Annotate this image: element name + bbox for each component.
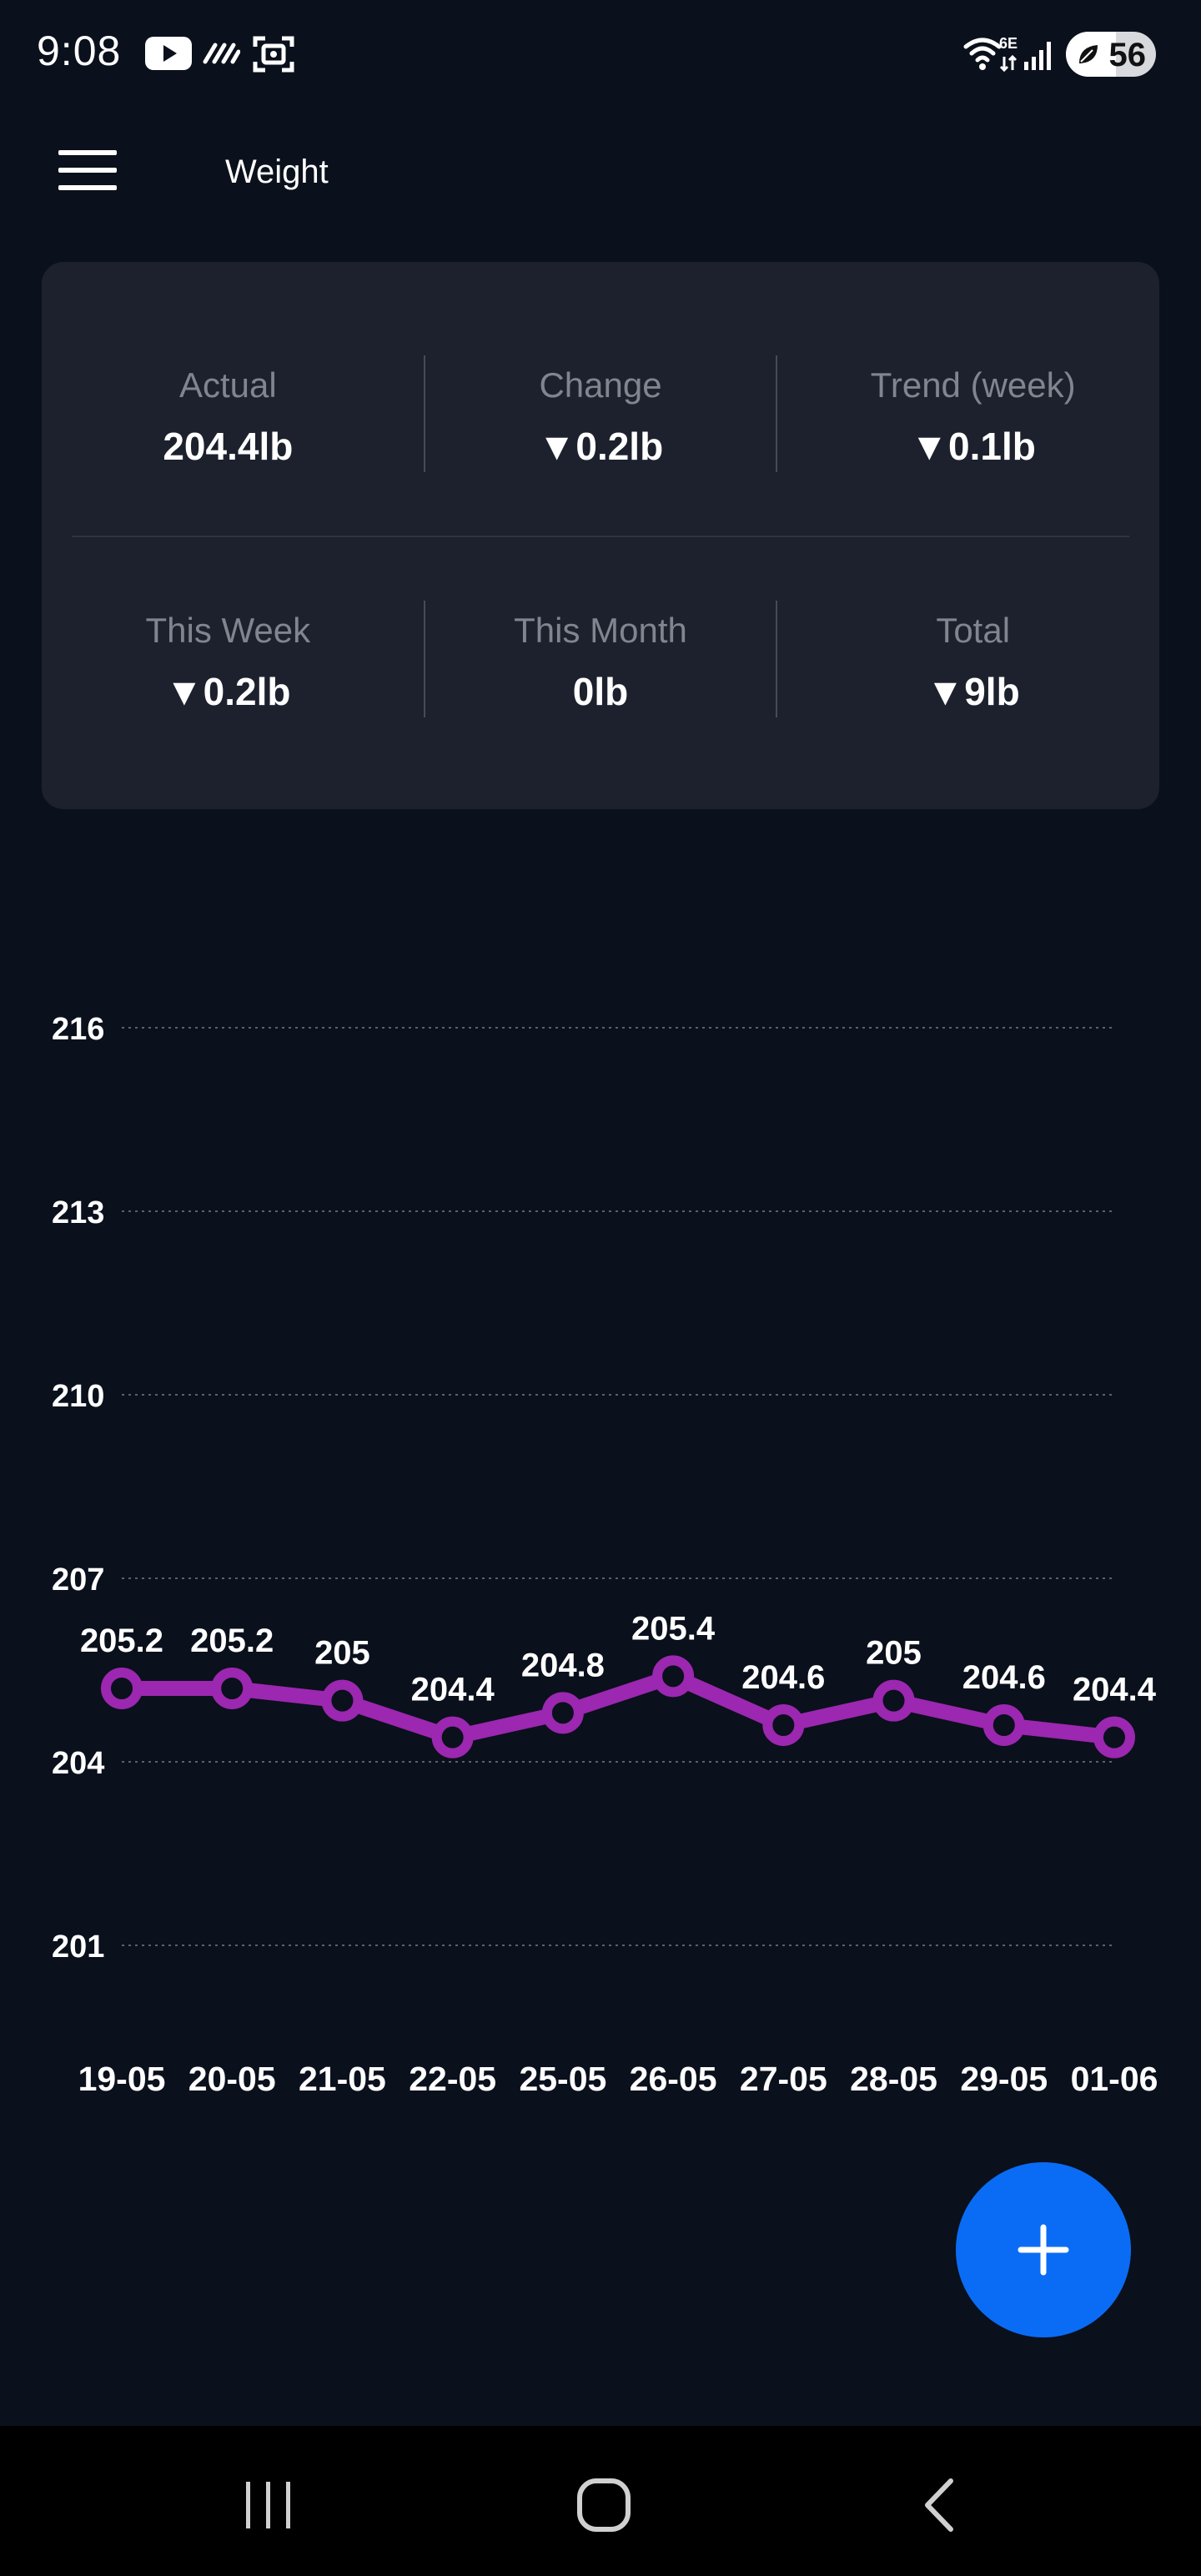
data-label: 205 — [866, 1635, 922, 1672]
stat-value: 0lb — [572, 670, 629, 713]
battery-icon: 56 — [1066, 32, 1156, 77]
stat-value: 204.4lb — [163, 425, 294, 468]
stat-value: ▼0.2lb — [165, 670, 291, 713]
stat-divider — [776, 601, 777, 717]
screenshot-icon — [253, 36, 294, 73]
data-point — [211, 1668, 254, 1709]
x-tick-label: 19-05 — [78, 2060, 166, 2098]
data-label: 204.6 — [962, 1659, 1046, 1696]
back-button[interactable] — [899, 2468, 982, 2543]
y-tick-label: 201 — [52, 1929, 104, 1965]
x-tick-label: 25-05 — [519, 2060, 606, 2098]
data-label: 204.6 — [741, 1659, 825, 1696]
y-tick-label: 210 — [52, 1379, 104, 1414]
stat-label: Trend (week) — [870, 365, 1076, 405]
home-icon — [577, 2478, 631, 2532]
stat-total: Total ▼9lb — [786, 599, 1159, 732]
battery-level: 56 — [1108, 37, 1147, 73]
data-point — [321, 1679, 364, 1722]
home-button[interactable] — [562, 2468, 646, 2543]
stat-trend-week: Trend (week) ▼0.1lb — [786, 354, 1159, 487]
stat-label: This Week — [145, 611, 311, 650]
x-tick-label: 28-05 — [850, 2060, 937, 2098]
data-point — [431, 1716, 474, 1758]
stat-actual: Actual 204.4lb — [42, 354, 415, 487]
stat-label: Total — [936, 611, 1011, 650]
y-tick-label: 207 — [52, 1562, 104, 1597]
x-tick-label: 22-05 — [409, 2060, 496, 2098]
data-point — [652, 1655, 695, 1698]
data-label: 204.4 — [1073, 1672, 1157, 1708]
plus-icon — [1018, 2224, 1069, 2276]
y-tick-label: 213 — [52, 1195, 104, 1230]
page-title: Weight — [225, 153, 329, 190]
status-time: 9:08 — [37, 28, 122, 74]
data-label: 205.2 — [190, 1623, 274, 1659]
y-tick-label: 216 — [52, 1012, 104, 1047]
x-tick-label: 26-05 — [630, 2060, 717, 2098]
stat-divider — [776, 355, 777, 472]
back-icon — [925, 2478, 953, 2532]
stat-value: ▼0.1lb — [910, 425, 1036, 468]
chart-points — [101, 1655, 1135, 1758]
data-label: 204.4 — [411, 1672, 495, 1708]
weight-chart: 216 213 210 207 204 201 205.2 205.2 205 204.4 204… — [52, 1012, 1158, 2098]
x-tick-label: 20-05 — [188, 2060, 276, 2098]
chart-grid — [122, 1027, 1113, 1946]
x-tick-label: 01-06 — [1071, 2060, 1158, 2098]
data-point — [1093, 1716, 1135, 1758]
data-point — [101, 1668, 143, 1709]
chart-series — [114, 1668, 1122, 1745]
chart-x-ticks: 19-05 20-05 21-05 22-05 25-05 26-05 27-05 28-05… — [78, 2060, 1158, 2098]
stat-divider — [424, 355, 425, 472]
chart-data-labels: 205.2 205.2 205 204.4 204.8 205.4 204.6 205 204.… — [80, 1610, 1157, 1708]
wifi-icon: 6E — [963, 35, 1018, 73]
x-tick-label: 27-05 — [740, 2060, 827, 2098]
add-entry-button[interactable] — [956, 2162, 1131, 2337]
menu-button[interactable] — [53, 143, 120, 197]
data-point — [762, 1704, 805, 1746]
data-point — [541, 1692, 584, 1734]
stat-value: ▼9lb — [926, 670, 1020, 713]
data-point — [872, 1679, 915, 1722]
youtube-icon — [145, 37, 192, 70]
leaf-icon — [1079, 45, 1098, 63]
status-bar: 9:08 6E — [0, 0, 1201, 108]
recent-apps-button[interactable] — [227, 2468, 310, 2543]
stats-row-primary: Actual 204.4lb Change ▼0.2lb Trend (week… — [42, 354, 1159, 487]
network-badge: 6E — [999, 35, 1018, 52]
stat-value: ▼0.2lb — [537, 425, 664, 468]
recent-apps-icon — [246, 2482, 290, 2528]
stats-row-secondary: This Week ▼0.2lb This Month 0lb Total ▼9… — [42, 599, 1159, 732]
cell-signal-icon — [1024, 42, 1051, 70]
hamburger-menu-icon — [58, 150, 117, 190]
stat-label: Change — [539, 365, 662, 405]
stat-change: Change ▼0.2lb — [415, 354, 787, 487]
stat-this-week: This Week ▼0.2lb — [42, 599, 415, 732]
series-line — [114, 1668, 1122, 1745]
data-label: 205.4 — [631, 1610, 716, 1647]
stats-card: Actual 204.4lb Change ▼0.2lb Trend (week… — [42, 262, 1159, 809]
stat-label: This Month — [514, 611, 687, 650]
stat-divider — [424, 601, 425, 717]
x-tick-label: 21-05 — [299, 2060, 386, 2098]
stats-row-divider — [72, 536, 1129, 537]
data-label: 205 — [314, 1635, 370, 1672]
data-label: 205.2 — [80, 1623, 163, 1659]
y-tick-label: 204 — [52, 1746, 104, 1781]
chart-y-ticks: 216 213 210 207 204 201 — [52, 1012, 104, 1965]
signal-lines-icon — [203, 43, 240, 64]
stat-label: Actual — [178, 365, 277, 405]
data-point — [982, 1704, 1025, 1746]
data-label: 204.8 — [521, 1647, 605, 1683]
x-tick-label: 29-05 — [960, 2060, 1048, 2098]
system-nav-bar — [0, 2426, 1201, 2576]
stat-this-month: This Month 0lb — [415, 599, 787, 732]
